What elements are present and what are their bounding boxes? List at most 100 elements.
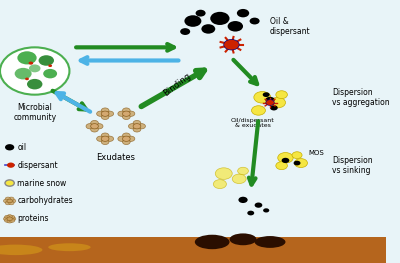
Circle shape [101, 133, 109, 138]
Circle shape [270, 97, 286, 108]
Circle shape [122, 111, 130, 116]
Circle shape [238, 197, 248, 203]
Circle shape [237, 9, 249, 17]
Circle shape [118, 111, 126, 116]
Circle shape [228, 21, 243, 32]
Text: Microbial
community: Microbial community [13, 103, 56, 122]
Circle shape [27, 79, 42, 89]
Circle shape [255, 203, 262, 208]
Circle shape [10, 199, 16, 203]
Circle shape [0, 47, 70, 95]
Circle shape [270, 105, 278, 110]
Circle shape [9, 215, 15, 219]
Circle shape [247, 211, 254, 215]
Circle shape [43, 69, 57, 78]
Circle shape [215, 168, 232, 179]
Circle shape [294, 159, 308, 168]
Circle shape [266, 97, 275, 103]
Circle shape [232, 174, 246, 184]
Circle shape [127, 111, 135, 116]
Circle shape [17, 51, 37, 64]
Text: MOS: MOS [309, 150, 324, 155]
Circle shape [28, 62, 33, 65]
Circle shape [101, 114, 109, 119]
Circle shape [138, 124, 146, 129]
Ellipse shape [255, 236, 286, 248]
Circle shape [29, 64, 40, 72]
Circle shape [4, 217, 9, 221]
Text: Exudates: Exudates [96, 153, 135, 161]
Text: dispersant: dispersant [17, 161, 58, 170]
Circle shape [7, 215, 12, 218]
Circle shape [224, 39, 239, 50]
Circle shape [5, 144, 14, 150]
Circle shape [106, 136, 114, 141]
Circle shape [292, 152, 302, 159]
Circle shape [122, 133, 130, 138]
Circle shape [7, 217, 12, 221]
Circle shape [250, 18, 260, 24]
Circle shape [91, 124, 98, 129]
Circle shape [48, 64, 52, 67]
Circle shape [4, 199, 9, 203]
Circle shape [9, 219, 15, 222]
Text: Dispersion
vs aggregation: Dispersion vs aggregation [332, 88, 389, 107]
Circle shape [15, 68, 32, 79]
Circle shape [122, 139, 130, 145]
Text: carbohydrates: carbohydrates [17, 196, 73, 205]
Circle shape [86, 124, 94, 129]
Circle shape [5, 197, 11, 201]
Circle shape [133, 120, 141, 126]
Ellipse shape [230, 234, 256, 245]
Circle shape [97, 111, 104, 116]
Text: Dispersion
vs sinking: Dispersion vs sinking [332, 156, 372, 175]
Circle shape [101, 136, 109, 141]
Circle shape [184, 15, 201, 27]
Circle shape [97, 136, 104, 141]
Ellipse shape [0, 245, 42, 255]
Text: Binding: Binding [162, 71, 193, 98]
Circle shape [238, 167, 248, 175]
Circle shape [254, 92, 271, 103]
Circle shape [201, 24, 215, 34]
Circle shape [4, 219, 10, 222]
Text: marine snow: marine snow [17, 179, 67, 188]
Circle shape [213, 180, 226, 189]
Circle shape [10, 217, 16, 221]
Circle shape [38, 55, 54, 66]
Circle shape [263, 208, 269, 213]
Circle shape [5, 201, 11, 205]
Circle shape [127, 136, 135, 141]
Circle shape [122, 136, 130, 141]
Circle shape [7, 199, 12, 203]
Circle shape [294, 161, 300, 165]
Circle shape [180, 28, 190, 35]
Circle shape [128, 124, 136, 129]
Circle shape [282, 158, 289, 163]
Circle shape [101, 108, 109, 113]
Circle shape [133, 124, 141, 129]
Circle shape [9, 197, 14, 201]
Circle shape [91, 120, 98, 126]
Circle shape [122, 108, 130, 113]
Ellipse shape [48, 243, 91, 251]
Circle shape [95, 124, 103, 129]
Circle shape [122, 114, 130, 119]
Circle shape [101, 111, 109, 116]
Circle shape [7, 219, 12, 223]
Circle shape [4, 215, 10, 219]
Circle shape [263, 92, 270, 97]
Circle shape [210, 12, 230, 25]
Circle shape [106, 111, 114, 116]
Circle shape [5, 180, 14, 186]
Circle shape [118, 136, 126, 141]
Text: Oil &
dispersant: Oil & dispersant [270, 17, 311, 36]
Circle shape [252, 106, 266, 115]
Ellipse shape [195, 235, 230, 249]
Bar [0, 237, 386, 263]
Circle shape [276, 91, 288, 99]
Circle shape [276, 162, 288, 170]
Circle shape [278, 153, 293, 163]
Text: oil: oil [17, 143, 26, 152]
Circle shape [196, 10, 206, 17]
